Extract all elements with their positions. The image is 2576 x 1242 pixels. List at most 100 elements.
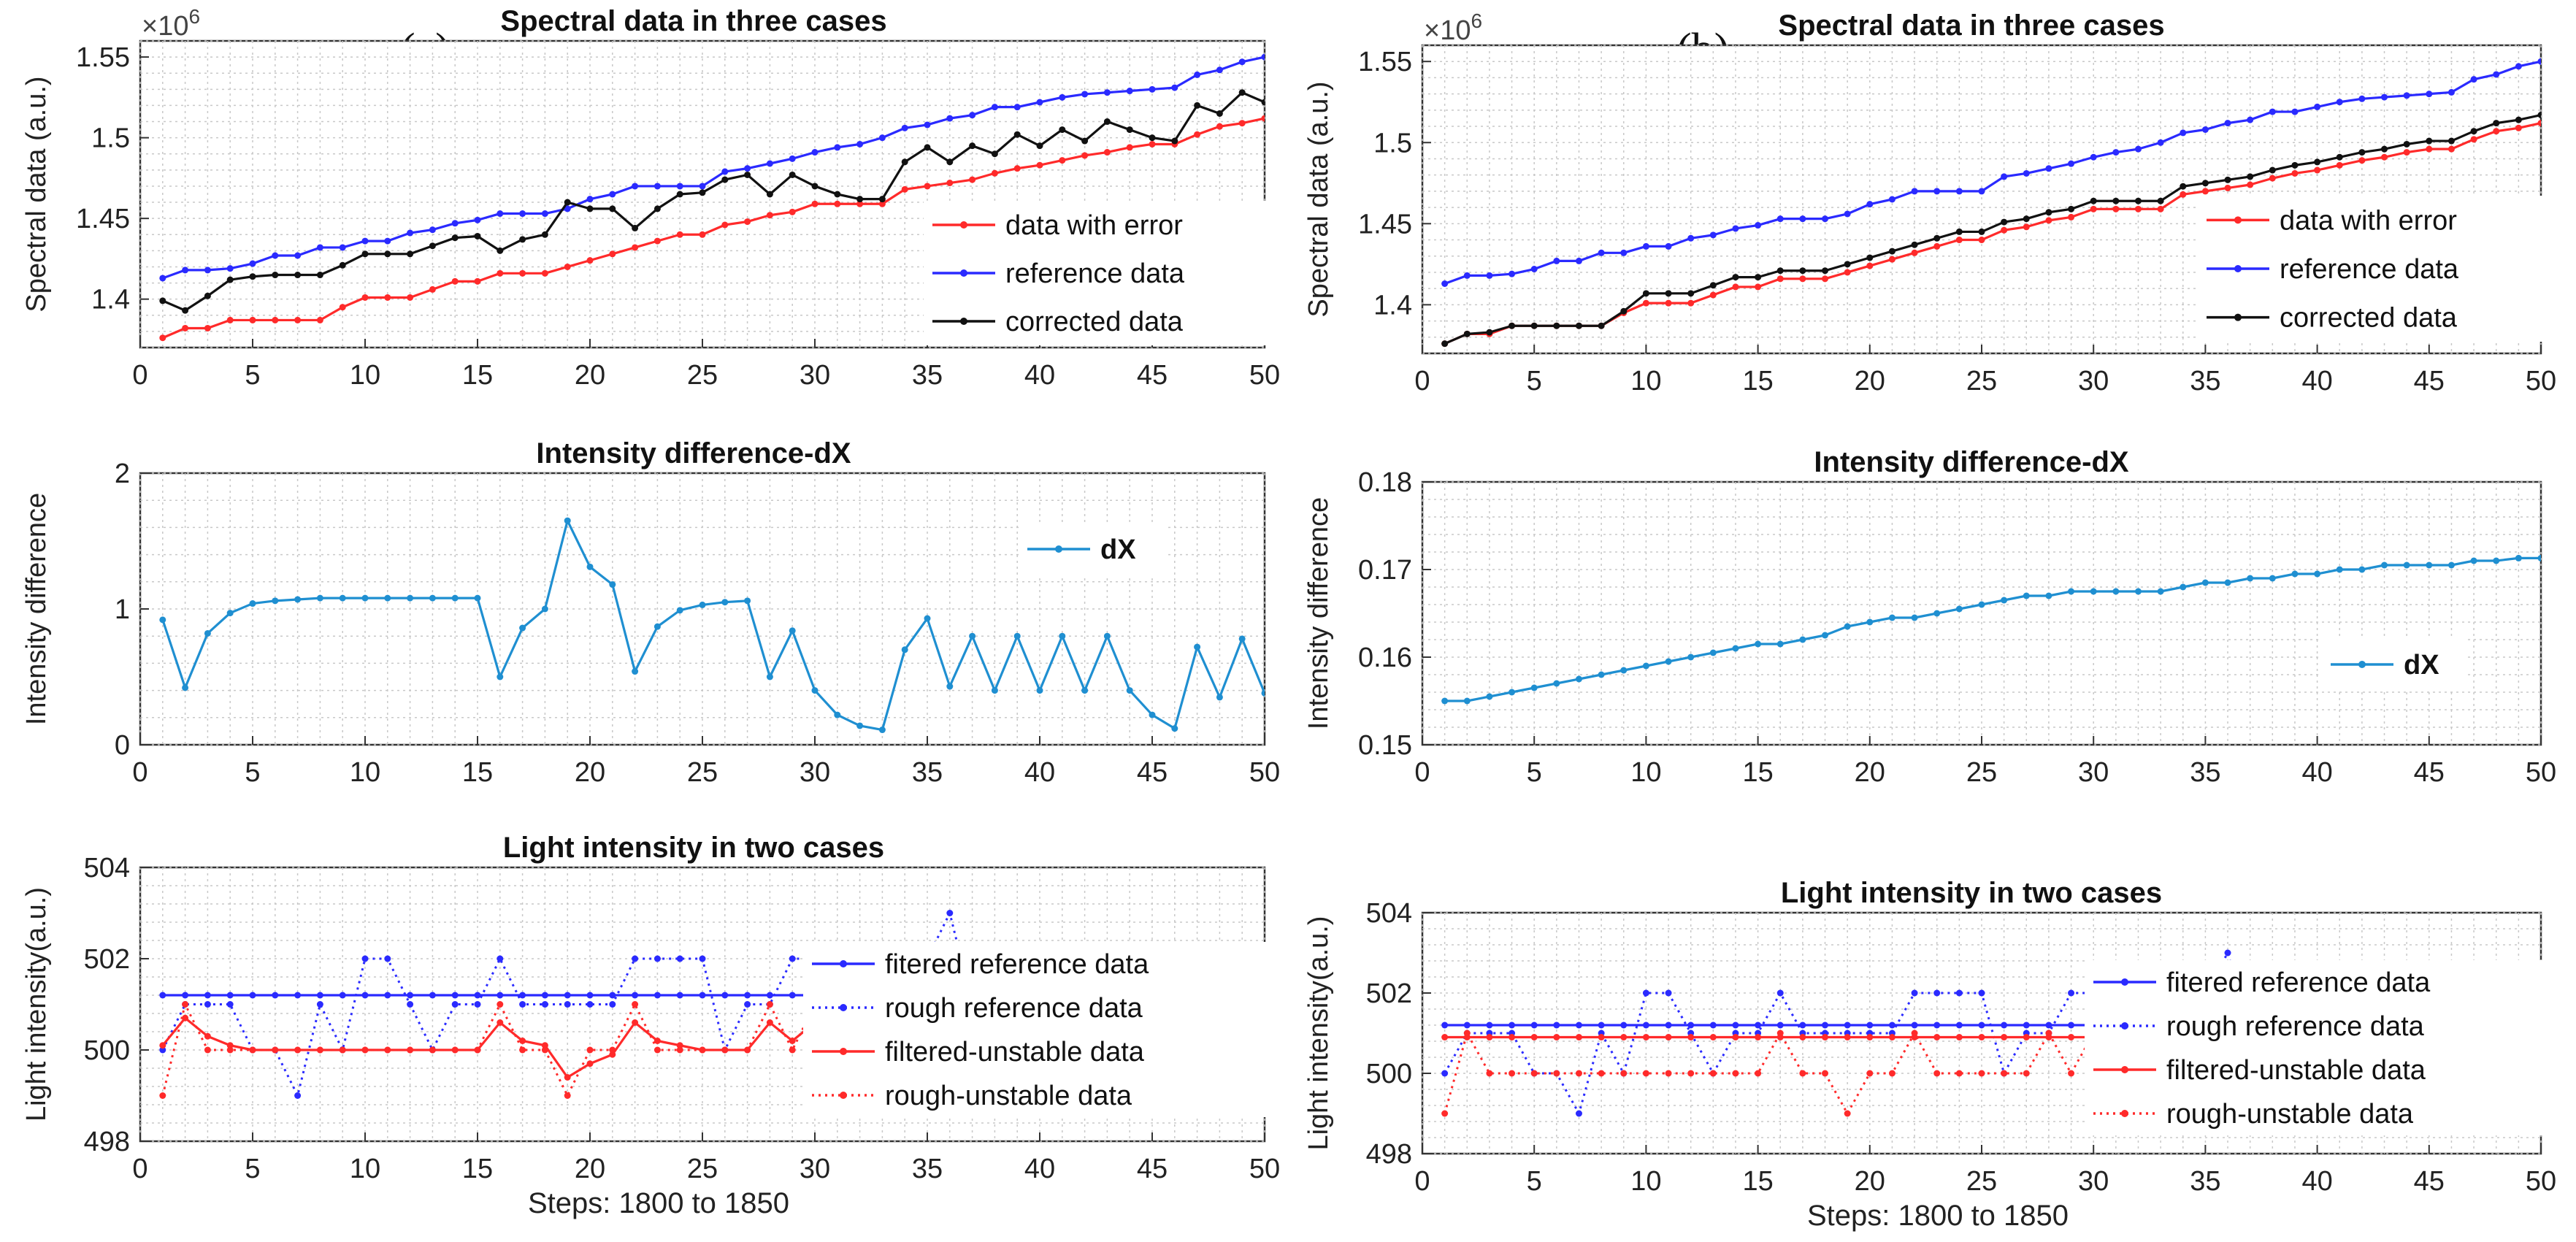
data-point <box>2201 579 2209 586</box>
data-point <box>1709 291 1717 299</box>
data-point <box>609 205 616 212</box>
data-point <box>474 992 481 999</box>
data-point <box>159 1092 166 1099</box>
data-point <box>2470 76 2477 83</box>
data-point <box>1036 687 1043 694</box>
data-point <box>1530 1034 1538 1040</box>
data-point <box>1216 694 1223 701</box>
data-point <box>1755 1070 1762 1077</box>
data-point <box>1866 254 1874 261</box>
data-point <box>2180 583 2187 591</box>
data-point <box>272 316 279 323</box>
data-point <box>2515 116 2522 123</box>
data-point <box>586 563 594 570</box>
data-point <box>586 1046 594 1054</box>
data-point <box>1732 1034 1739 1040</box>
data-point <box>1844 1034 1851 1040</box>
x-tick-label: 10 <box>1630 1166 1661 1197</box>
data-point <box>1933 234 1941 242</box>
legend-label: reference data <box>2280 254 2459 285</box>
legend-box <box>2085 960 2545 1135</box>
data-point <box>1844 261 1851 268</box>
data-point <box>2023 592 2030 599</box>
data-point <box>1978 601 1985 608</box>
data-point <box>2358 149 2366 156</box>
data-point <box>1732 645 1739 652</box>
data-point <box>2023 1034 2030 1040</box>
data-point <box>2134 588 2142 595</box>
data-point <box>2112 149 2120 156</box>
y-axis-label: Intensity difference <box>21 493 52 725</box>
legend-label: rough-unstable data <box>885 1081 1132 1111</box>
data-point <box>1149 711 1156 718</box>
x-tick-label: 50 <box>2526 1166 2556 1197</box>
x-tick-label: 30 <box>800 360 830 391</box>
data-point <box>519 992 526 999</box>
data-point <box>294 316 302 323</box>
data-point <box>878 134 886 142</box>
data-point <box>1036 99 1043 106</box>
x-tick-label: 0 <box>1414 366 1430 396</box>
data-point <box>632 1001 639 1008</box>
data-point <box>1036 142 1043 150</box>
data-point <box>564 205 571 212</box>
data-point <box>946 910 954 916</box>
data-point <box>1463 330 1471 337</box>
data-point <box>204 267 211 274</box>
data-point <box>1776 640 1784 648</box>
data-point <box>519 236 526 243</box>
data-point <box>924 615 931 622</box>
data-point <box>226 276 234 283</box>
data-point <box>653 183 661 190</box>
y-tick-label: 500 <box>84 1035 130 1066</box>
y-tick-label: 0.15 <box>1358 730 1412 761</box>
data-point <box>1059 126 1066 134</box>
data-point <box>2291 161 2299 169</box>
legend-label: fitered reference data <box>885 949 1149 980</box>
data-point <box>766 673 773 681</box>
data-point <box>2403 149 2410 156</box>
data-point <box>1261 689 1265 697</box>
data-point <box>361 250 369 258</box>
data-point <box>1709 1070 1717 1077</box>
data-point <box>1486 272 1493 279</box>
data-point <box>721 599 729 606</box>
data-point <box>2001 1034 2008 1040</box>
data-point <box>204 324 211 331</box>
legend-label: corrected data <box>1005 307 1184 337</box>
data-point <box>2269 575 2276 582</box>
x-tick-label: 20 <box>575 1154 605 1184</box>
data-point <box>901 646 908 653</box>
data-point <box>407 594 414 602</box>
data-point <box>1575 1021 1582 1029</box>
data-point <box>2269 108 2276 115</box>
data-point <box>182 1001 189 1008</box>
data-point <box>1933 1070 1941 1077</box>
data-point <box>2045 592 2052 599</box>
axis-exponent-label: ×106 <box>1424 9 1482 46</box>
data-point <box>721 221 729 229</box>
legend-box <box>803 942 1270 1117</box>
x-tick-label: 35 <box>2190 1166 2220 1197</box>
data-point <box>1598 1070 1605 1077</box>
data-point <box>2247 116 2254 123</box>
legend-label: rough reference data <box>2166 1011 2425 1042</box>
data-point <box>1149 85 1156 93</box>
data-point <box>2493 128 2500 135</box>
data-point <box>766 212 773 219</box>
data-point <box>2001 226 2008 234</box>
x-tick-label: 30 <box>2078 1166 2109 1197</box>
x-tick-label: 25 <box>687 757 718 788</box>
data-point <box>1955 237 1963 244</box>
data-point <box>924 144 931 151</box>
data-point <box>204 1032 211 1040</box>
data-point <box>1216 123 1223 130</box>
data-point <box>1238 635 1246 643</box>
series-corrected-data <box>1441 112 2541 348</box>
data-point <box>1261 115 1265 122</box>
legend-label: fitered reference data <box>2166 967 2431 998</box>
data-point <box>1642 989 1649 997</box>
data-point <box>1911 249 1918 256</box>
data-point <box>2381 153 2388 161</box>
data-point <box>541 1046 548 1054</box>
